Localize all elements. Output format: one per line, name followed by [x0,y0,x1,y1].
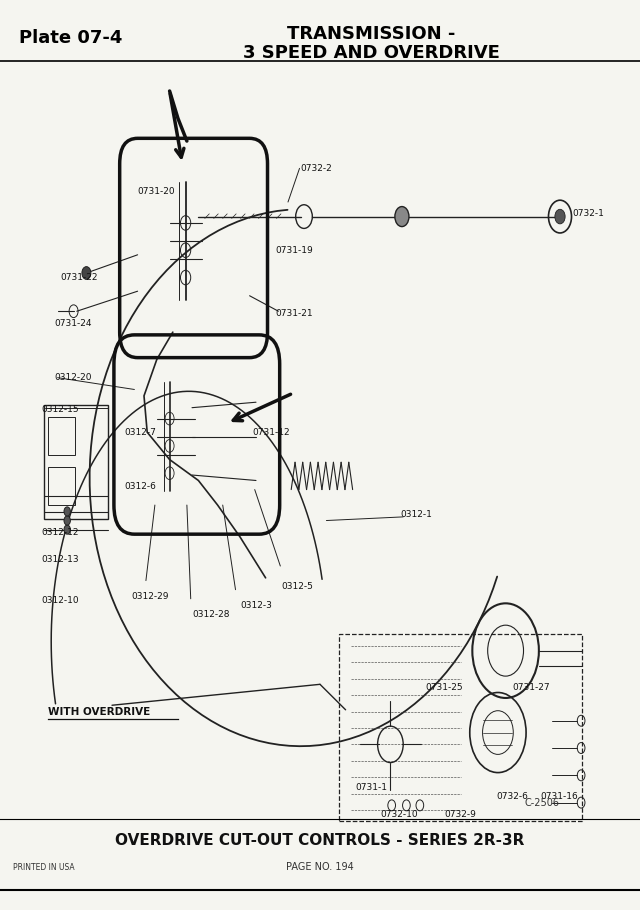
Text: 0731-20: 0731-20 [138,187,175,196]
Text: PRINTED IN USA: PRINTED IN USA [13,863,74,872]
Text: C-2506: C-2506 [525,798,560,807]
Text: 0731-21: 0731-21 [275,309,313,318]
Text: 0732-6: 0732-6 [496,792,528,801]
Text: PAGE NO. 194: PAGE NO. 194 [286,863,354,872]
Text: 0731-24: 0731-24 [54,318,92,328]
Text: 0731-27: 0731-27 [512,682,550,692]
Text: 0732-9: 0732-9 [445,810,477,819]
Text: 0312-5: 0312-5 [282,582,314,592]
Text: 0731-19: 0731-19 [275,246,313,255]
Text: 0312-6: 0312-6 [125,482,157,491]
Text: 0731-12: 0731-12 [253,428,291,437]
Text: 0312-29: 0312-29 [131,592,169,601]
Text: 0312-1: 0312-1 [400,510,432,519]
Text: 0312-15: 0312-15 [42,405,79,414]
Circle shape [64,525,70,534]
Circle shape [395,207,409,227]
Circle shape [555,209,565,224]
Text: OVERDRIVE CUT-OUT CONTROLS - SERIES 2R-3R: OVERDRIVE CUT-OUT CONTROLS - SERIES 2R-3… [115,834,525,848]
Bar [48,467,75,505]
Bar [339,634,582,821]
Text: 0312-20: 0312-20 [54,373,92,382]
Circle shape [82,267,91,279]
Text: 0732-2: 0732-2 [301,164,333,173]
Circle shape [64,516,70,525]
Text: TRANSMISSION -: TRANSMISSION - [287,25,456,44]
Text: Plate 07-4: Plate 07-4 [19,29,123,47]
Text: WITH OVERDRIVE: WITH OVERDRIVE [48,707,150,716]
Bar [48,417,75,455]
Text: 0312-12: 0312-12 [42,528,79,537]
Text: 0732-10: 0732-10 [381,810,419,819]
Bar [44,405,108,519]
Text: 0731-16: 0731-16 [541,792,579,801]
Text: 0312-28: 0312-28 [192,610,230,619]
Text: 3 SPEED AND OVERDRIVE: 3 SPEED AND OVERDRIVE [243,44,500,62]
Text: 0731-1: 0731-1 [355,783,387,792]
Text: 0312-3: 0312-3 [240,601,272,610]
Text: 0312-10: 0312-10 [42,596,79,605]
Circle shape [64,507,70,516]
Text: 0732-1: 0732-1 [573,209,605,218]
Text: 0312-13: 0312-13 [42,555,79,564]
Text: 0731-25: 0731-25 [426,682,463,692]
Text: 0312-7: 0312-7 [125,428,157,437]
Text: 0731-22: 0731-22 [61,273,99,282]
